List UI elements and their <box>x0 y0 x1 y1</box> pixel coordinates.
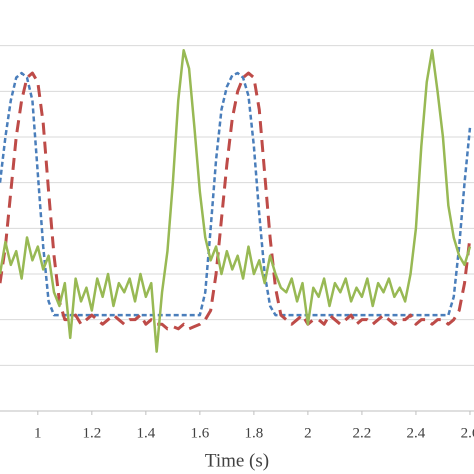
x-tick-label: 1.6 <box>190 425 209 441</box>
x-tick-label: 1.8 <box>245 425 264 441</box>
data-line <box>0 48 472 353</box>
x-tick-label: 2.4 <box>407 425 426 441</box>
x-tick-label: 1 <box>34 425 42 441</box>
data-line <box>0 71 472 317</box>
x-tick-label: 1.4 <box>136 425 155 441</box>
x-tick-label: 2.2 <box>353 425 372 441</box>
x-tick-label: 1.2 <box>82 425 101 441</box>
x-tick-label: 2.6 <box>461 425 474 441</box>
x-tick-label: 2 <box>304 425 312 441</box>
x-axis-title: Time (s) <box>205 450 269 471</box>
data-line <box>0 71 472 331</box>
